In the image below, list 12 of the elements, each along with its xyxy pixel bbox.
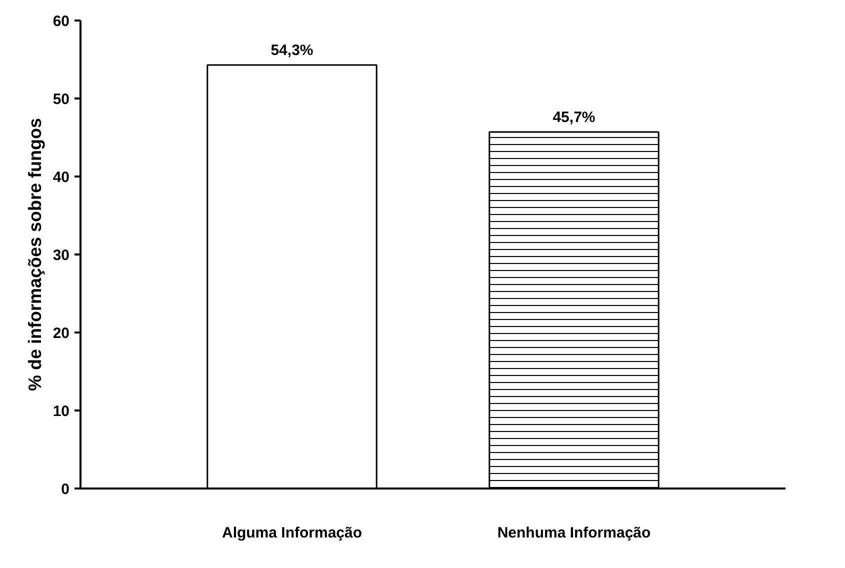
y-tick-label: 30 xyxy=(52,247,70,264)
y-tick-label: 60 xyxy=(52,13,70,30)
y-axis-title: % de informações sobre fungos xyxy=(24,118,45,392)
y-tick-label: 20 xyxy=(52,325,70,342)
data-label: 54,3% xyxy=(270,42,314,59)
data-label: 45,7% xyxy=(552,109,596,126)
x-tick-label: Nenhuma Informação xyxy=(497,524,651,542)
y-tick-label: 0 xyxy=(61,481,70,498)
y-tick-label: 50 xyxy=(52,91,70,108)
y-tick-label: 40 xyxy=(52,169,70,186)
x-tick-label: Alguma Informação xyxy=(222,524,362,542)
y-tick-label: 10 xyxy=(52,403,70,420)
